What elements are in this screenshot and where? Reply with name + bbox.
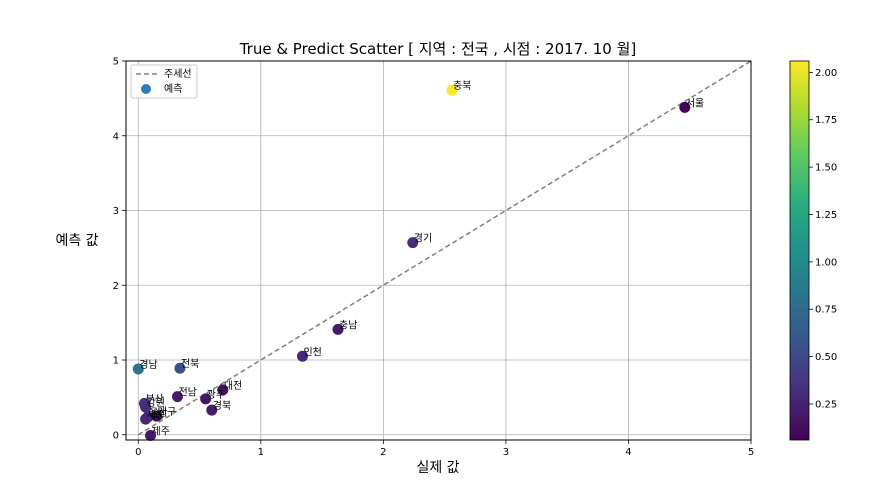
y-tick-label: 4 <box>113 131 119 142</box>
x-axis-ticks: 0 1 2 3 4 5 <box>135 440 754 458</box>
point-label: 충남 <box>339 319 357 331</box>
grid-lines <box>126 60 752 440</box>
scatter-point <box>145 430 157 442</box>
y-axis-label: 예측 값 <box>55 233 98 249</box>
point-label: 광주 <box>207 389 225 401</box>
scatter-point <box>140 401 152 413</box>
x-tick-label: 0 <box>135 447 141 458</box>
scatter-point <box>171 391 183 403</box>
scatter-point <box>679 101 691 113</box>
y-tick-label: 2 <box>113 281 119 292</box>
x-axis-label: 실제 값 <box>416 460 459 476</box>
scatter-point <box>446 84 458 96</box>
point-label: 경북 <box>213 399 231 412</box>
colorbar-tick-label: 0.25 <box>815 399 837 410</box>
colorbar-gradient <box>789 60 810 441</box>
scatter-point <box>151 410 163 422</box>
scatter-point <box>217 384 229 396</box>
colorbar: 0.25 0.50 0.75 1.00 1.25 1.50 1.75 2.00 <box>789 60 837 441</box>
colorbar-tick-label: 0.75 <box>815 305 837 316</box>
point-label: 울산 <box>149 407 167 419</box>
x-tick-label: 1 <box>258 447 264 458</box>
legend-item-prediction: 예측 <box>164 83 182 95</box>
point-label: 강원 <box>147 397 165 409</box>
scatter-point <box>174 362 186 374</box>
scatter-point <box>332 323 344 335</box>
y-tick-label: 0 <box>113 430 119 441</box>
plot-border <box>125 60 752 441</box>
legend-item-trendline: 주세선 <box>164 68 192 80</box>
y-axis-ticks: 0 1 2 3 4 5 <box>113 57 126 441</box>
point-label: 부산 <box>145 393 163 405</box>
point-label: 서울 <box>686 97 704 109</box>
point-label: 경남 <box>139 358 157 371</box>
point-label: 대구 <box>158 406 176 418</box>
scatter-point <box>206 404 218 416</box>
legend: 주세선 예측 <box>130 64 198 99</box>
point-label: 전남 <box>178 387 196 399</box>
point-label: 인천 <box>303 346 321 358</box>
point-label: 세종 <box>147 409 165 421</box>
scatter-point <box>296 350 308 362</box>
y-tick-label: 3 <box>113 206 119 217</box>
y-tick-label: 1 <box>113 356 119 367</box>
scatter-point <box>407 237 419 249</box>
colorbar-tick-label: 1.50 <box>815 163 837 174</box>
legend-marker-swatch <box>141 84 151 94</box>
point-label: 제주 <box>152 426 170 438</box>
colorbar-tick-label: 0.50 <box>815 352 837 363</box>
scatter-point <box>132 363 144 375</box>
colorbar-tick-label: 1.75 <box>815 115 837 126</box>
y-tick-label: 5 <box>113 57 119 68</box>
point-label: 충북 <box>453 80 471 92</box>
colorbar-tick-label: 1.00 <box>815 257 837 268</box>
point-label: 대전 <box>224 380 242 392</box>
colorbar-tick-label: 1.25 <box>815 210 837 221</box>
x-tick-label: 4 <box>625 447 631 458</box>
scatter-point <box>200 393 212 405</box>
colorbar-ticks: 0.25 0.50 0.75 1.00 1.25 1.50 1.75 2.00 <box>809 68 837 410</box>
scatter-point <box>140 413 152 425</box>
point-label: 전북 <box>181 358 199 370</box>
chart-title: True & Predict Scatter [ 지역 : 전국 , 시점 : … <box>239 40 637 58</box>
x-tick-label: 2 <box>380 447 386 458</box>
point-label: 경기 <box>414 232 432 245</box>
points-layer <box>132 84 691 442</box>
colorbar-tick-label: 2.00 <box>815 68 837 79</box>
x-tick-label: 3 <box>503 447 509 458</box>
x-tick-label: 5 <box>748 447 754 458</box>
